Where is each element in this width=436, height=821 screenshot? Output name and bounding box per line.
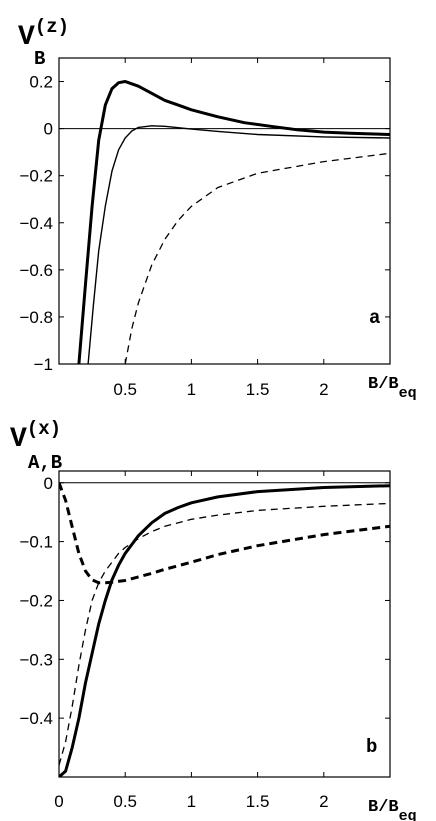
panel-b: 0 0.5 1 1.5 2 0 −0.1 −0.2 −0.3 −0.4 V(x) A,B B/Be… <box>10 418 417 821</box>
ticks-b: 0 0.5 1 1.5 2 0 −0.1 −0.2 −0.3 −0.4 <box>19 471 390 811</box>
x-tick-label: 1.5 <box>246 792 270 811</box>
x-tick-label: 0.5 <box>113 792 137 811</box>
y-tick-label: −0.4 <box>19 709 53 728</box>
series-a <box>77 80 390 364</box>
panel-a: 0.5 1 1.5 2 0.2 0 −0.2 −0.4 −0.6 −0.8 −1 V(z) B B/… <box>18 16 417 402</box>
y-tick-label: −0.8 <box>19 308 53 327</box>
panel-letter-a: a <box>369 307 380 329</box>
y-tick-label: −0.1 <box>19 533 53 552</box>
x-tick-label: 0.5 <box>113 380 137 399</box>
series-line-thick-solid <box>59 484 390 777</box>
x-tick-label: 2 <box>319 380 328 399</box>
x-tick-label: 2 <box>319 792 328 811</box>
x-tick-label: 1 <box>187 792 196 811</box>
x-tick-label: 1.5 <box>246 380 270 399</box>
y-tick-label: 0 <box>44 120 53 139</box>
plot-frame-a <box>58 57 391 365</box>
y-tick-label: −0.4 <box>19 214 53 233</box>
series-b <box>59 482 390 777</box>
series-line-thin-dashed <box>124 152 390 364</box>
series-line-thin-solid <box>87 125 390 364</box>
y-tick-label: 0.2 <box>29 73 53 92</box>
series-line-thin-dashed <box>59 502 390 766</box>
x-tick-label: 1 <box>187 380 196 399</box>
y-axis-label-a: V(z) <box>18 16 69 53</box>
y-tick-label: −0.2 <box>19 591 53 610</box>
y-axis-label-b-subscript: A,B <box>28 452 62 474</box>
plot-frame-b <box>58 470 391 778</box>
y-axis-label-a-subscript: B <box>34 48 45 70</box>
series-line-thick-solid <box>77 80 390 364</box>
ticks-a: 0.5 1 1.5 2 0.2 0 −0.2 −0.4 −0.6 −0.8 −1 <box>19 58 390 399</box>
y-tick-label: 0 <box>44 474 53 493</box>
y-axis-label-b: V(x) <box>10 418 61 455</box>
y-tick-label: −1 <box>34 355 53 374</box>
x-axis-label-b: B/Beq <box>368 798 417 821</box>
series-line-thick-dashed <box>59 482 390 585</box>
x-axis-label-a: B/Beq <box>368 375 417 402</box>
x-tick-label: 0 <box>54 792 63 811</box>
y-tick-label: −0.2 <box>19 167 53 186</box>
panel-letter-b: b <box>366 736 377 758</box>
y-tick-label: −0.3 <box>19 650 53 669</box>
y-tick-label: −0.6 <box>19 261 53 280</box>
